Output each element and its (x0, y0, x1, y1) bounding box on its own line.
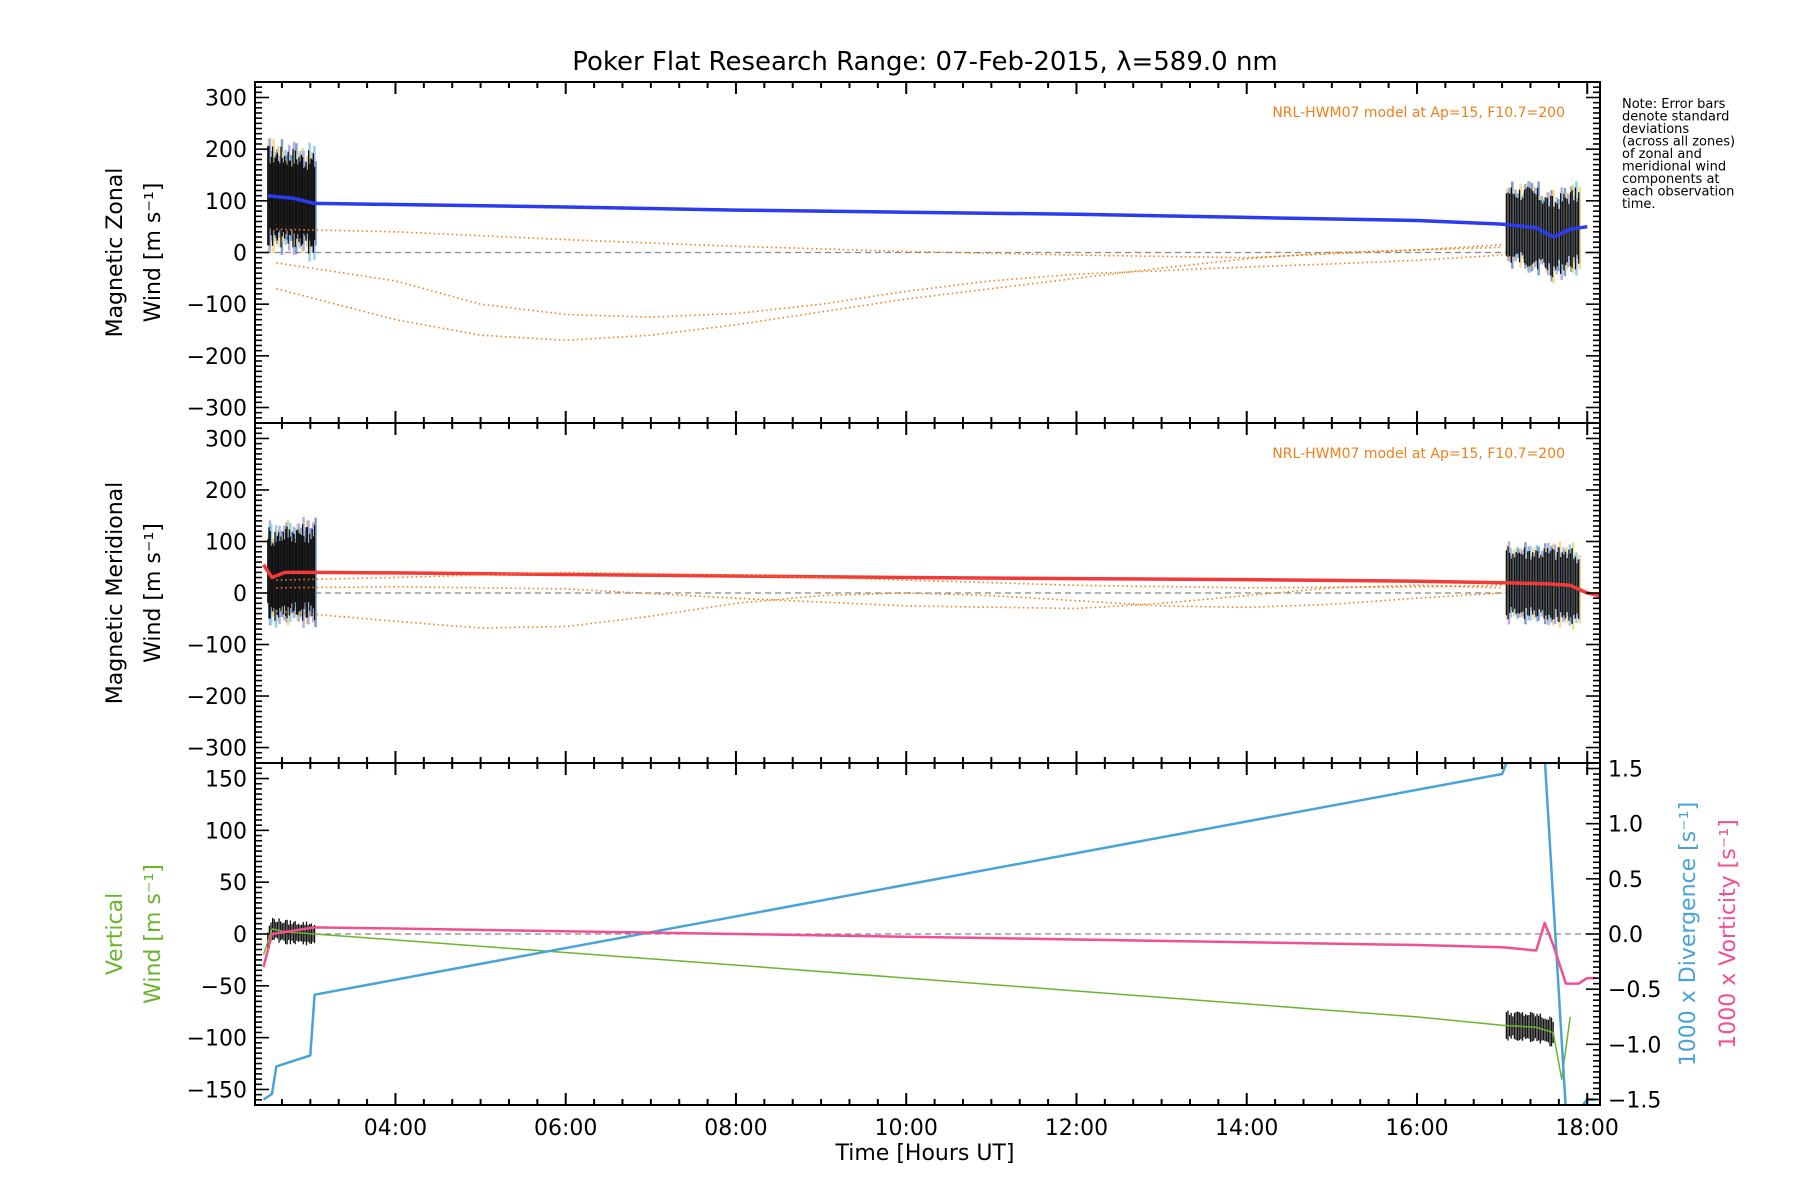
chart-title: Poker Flat Research Range: 07-Feb-2015, … (572, 47, 1278, 77)
y2-tick-label: −1.5 (1608, 1088, 1661, 1113)
plot-area (262, 763, 1596, 1105)
y2-tick-label: 0.0 (1608, 923, 1643, 948)
panel-meridional-wind: −300 −200 −100 0 100 200 300 Magnetic Meridiona… (103, 422, 1601, 764)
note-line: (across all zones) (1622, 135, 1735, 150)
zonal-wind-line (267, 193, 1588, 239)
y-tick-label: 100 (205, 530, 247, 555)
y-tick-label: 300 (205, 87, 247, 112)
note-line: time. (1622, 197, 1656, 212)
y-tick-label: 100 (205, 819, 247, 844)
y-tick-label: 50 (219, 871, 247, 896)
y-tick-label: 0 (233, 582, 247, 607)
y-tick-label: 0 (233, 242, 247, 267)
meridional-wind-line (262, 563, 1600, 598)
y-tick-label: −100 (187, 634, 247, 659)
x-tick-label: 12:00 (1045, 1116, 1108, 1141)
y2-tick-label: 0.5 (1608, 868, 1643, 893)
note-line: deviations (1622, 122, 1689, 137)
x-tick-label: 18:00 (1556, 1116, 1619, 1141)
y-tick-label: −50 (201, 975, 247, 1000)
x-tick-label: 04:00 (364, 1116, 427, 1141)
divergence-line (262, 763, 1596, 1105)
y-tick-label: −100 (187, 1027, 247, 1052)
note-line: denote standard (1622, 110, 1729, 125)
note-line: components at (1622, 172, 1720, 187)
y-axis-label-units: Wind [m s⁻¹] (141, 864, 166, 1004)
y-axis-label: Magnetic Meridional (103, 482, 128, 704)
y-tick-label: −200 (187, 685, 247, 710)
panel-zonal-wind: −300 −200 −100 0 100 200 300 Magnetic Zonal Wind… (103, 81, 1601, 424)
x-tick-label: 06:00 (534, 1116, 597, 1141)
x-axis-label: Time [Hours UT] (835, 1141, 1015, 1166)
note-line: Note: Error bars (1622, 97, 1726, 112)
y2-tick-label: −0.5 (1608, 978, 1661, 1003)
model-line (276, 254, 1503, 318)
plot-area (262, 516, 1600, 630)
y-tick-label: 300 (205, 427, 247, 452)
model-line (276, 246, 1503, 342)
plot-area (267, 138, 1588, 342)
y-tick-label: −300 (187, 397, 247, 422)
x-tick-label: 14:00 (1215, 1116, 1278, 1141)
y2-tick-label: 1.5 (1608, 758, 1643, 783)
y-axis-label-units: Wind [m s⁻¹] (141, 183, 166, 323)
y-tick-label: −300 (187, 737, 247, 762)
vertical-wind-line (262, 928, 1571, 1080)
y-tick-label: −100 (187, 293, 247, 318)
y-axis-label: Magnetic Zonal (103, 168, 128, 338)
note-line: meridional wind (1622, 160, 1726, 175)
y-axis-label-units: Wind [m s⁻¹] (141, 523, 166, 663)
x-tick-label: 10:00 (875, 1116, 938, 1141)
y-axis-label: Vertical (103, 893, 128, 975)
model-line (276, 592, 1503, 629)
note-line: each observation (1622, 185, 1734, 200)
x-tick-label: 16:00 (1385, 1116, 1448, 1141)
y-tick-label: −200 (187, 345, 247, 370)
panel-vertical-wind: 04:00 06:00 08:00 10:00 12:00 14:00 16:00 18:00… (103, 758, 1741, 1141)
divergence-axis-label: 1000 x Divergence [s⁻¹] (1676, 802, 1701, 1066)
model-line (276, 571, 1503, 589)
y-tick-label: 200 (205, 138, 247, 163)
vorticity-line (262, 921, 1596, 985)
y-tick-label: 150 (205, 768, 247, 793)
y-tick-label: 100 (205, 190, 247, 215)
model-annotation: NRL-HWM07 model at Ap=15, F10.7=200 (1272, 446, 1565, 462)
y-tick-label: −150 (187, 1078, 247, 1103)
y2-tick-label: −1.0 (1608, 1033, 1661, 1058)
model-line (276, 228, 1503, 259)
note-line: of zonal and (1622, 147, 1702, 162)
y-tick-label: 200 (205, 479, 247, 504)
vorticity-axis-label: 1000 x Vorticity [s⁻¹] (1716, 819, 1741, 1049)
model-annotation: NRL-HWM07 model at Ap=15, F10.7=200 (1272, 105, 1565, 121)
y2-tick-label: 1.0 (1608, 813, 1643, 838)
model-line (276, 584, 1503, 610)
y-tick-label: 0 (233, 923, 247, 948)
x-tick-label: 08:00 (704, 1116, 767, 1141)
